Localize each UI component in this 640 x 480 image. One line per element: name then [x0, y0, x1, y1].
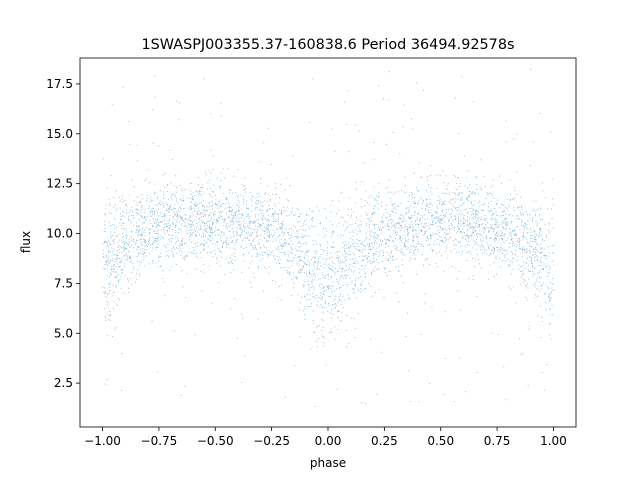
y-tick-label: 7.5 [54, 276, 73, 290]
y-tick-label: 10.0 [46, 227, 73, 241]
chart-title: 1SWASPJ003355.37-160838.6 Period 36494.9… [142, 37, 515, 53]
y-tick-label: 12.5 [46, 177, 73, 191]
x-tick-label: −1.00 [84, 434, 121, 448]
x-axis-label: phase [310, 456, 346, 470]
y-tick-label: 17.5 [46, 77, 73, 91]
y-tick-label: 5.0 [54, 326, 73, 340]
x-tick-label: 0.00 [315, 434, 342, 448]
x-tick-label: 0.25 [371, 434, 398, 448]
x-axis-ticks: −1.00 −0.75 −0.50 −0.25 0.00 0.25 0.50 0.75 1.00 [84, 427, 567, 448]
plot-area-frame [79, 57, 577, 428]
y-tick-label: 2.5 [54, 376, 73, 390]
x-tick-label: 1.00 [540, 434, 567, 448]
x-tick-label: −0.50 [197, 434, 234, 448]
y-axis-ticks: 2.5 5.0 7.5 10.0 12.5 15.0 17.5 [46, 77, 80, 390]
y-axis-label: flux [19, 231, 33, 253]
x-tick-label: 0.75 [484, 434, 511, 448]
y-tick-label: 15.0 [46, 127, 73, 141]
x-tick-label: −0.75 [141, 434, 178, 448]
x-tick-label: −0.25 [253, 434, 290, 448]
x-tick-label: 0.50 [427, 434, 454, 448]
